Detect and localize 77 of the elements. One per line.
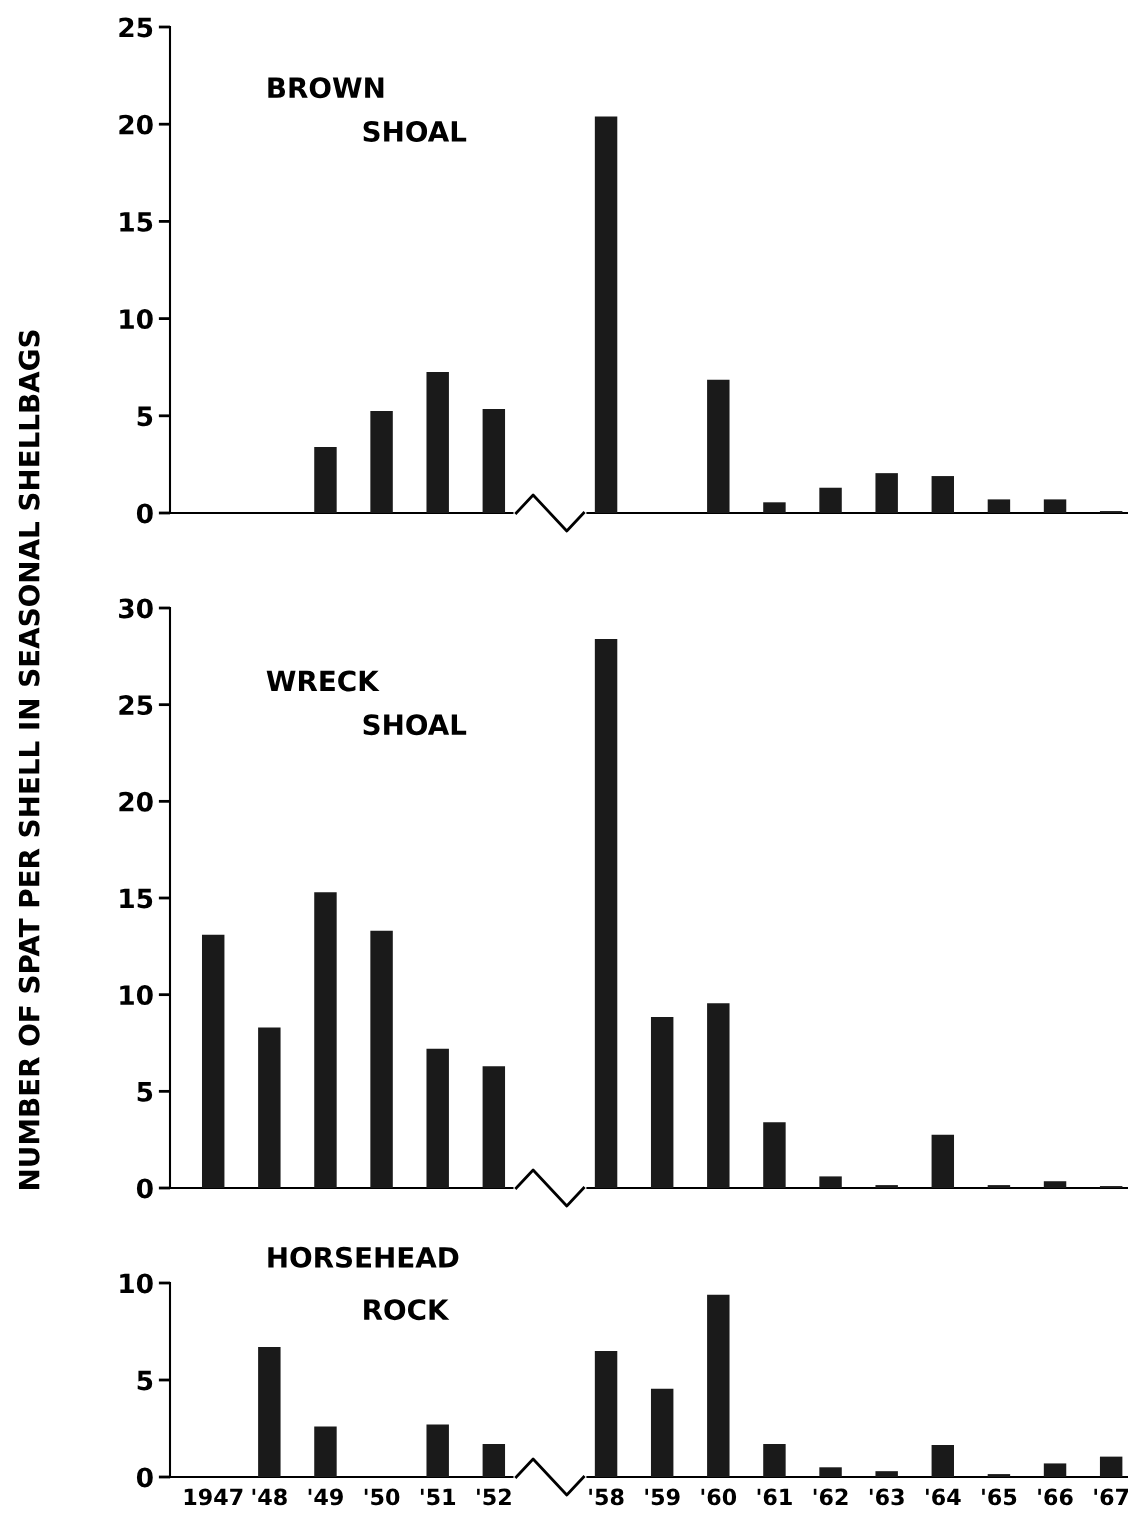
y-tick-label: 15 — [120, 888, 153, 909]
y-tick-label: 0 — [136, 1467, 153, 1488]
x-tick-label: '61 — [757, 1488, 792, 1506]
bar — [1043, 1181, 1067, 1188]
bar — [258, 1347, 281, 1477]
x-tick-label: '63 — [869, 1488, 904, 1506]
bar — [370, 410, 393, 513]
bar — [426, 1424, 449, 1477]
bar — [931, 1444, 955, 1477]
bar — [763, 1122, 786, 1188]
y-tick-label: 25 — [119, 17, 153, 38]
x-tick-label: '49 — [308, 1488, 343, 1506]
bar — [987, 499, 1011, 513]
y-tick-label: 10 — [120, 985, 153, 1006]
x-tick-label: '48 — [252, 1488, 287, 1506]
bar — [370, 930, 393, 1188]
y-tick-label: 10 — [120, 1273, 153, 1294]
bar — [426, 372, 449, 513]
bar — [201, 934, 225, 1188]
text: BROWN SHOAL — [268, 77, 467, 142]
chart-title: HORSEHEAD ROCK — [268, 1246, 459, 1321]
y-tick-label: 10 — [120, 309, 153, 329]
bar — [875, 473, 898, 513]
x-tick-label: '65 — [982, 1488, 1017, 1506]
x-tick-label: '58 — [589, 1488, 624, 1506]
x-tick-label: '50 — [364, 1488, 400, 1506]
bar — [314, 892, 337, 1188]
y-axis-title: NUMBER OF SPAT PER SHELL IN SEASONAL SHELLBAGS — [18, 330, 40, 1189]
y-tick-label: 20 — [119, 791, 153, 812]
bar — [482, 1444, 506, 1477]
bar — [931, 1134, 955, 1188]
text: WRECK SHOAL — [266, 670, 467, 736]
bar — [763, 502, 786, 513]
bar — [819, 1176, 842, 1188]
bar — [594, 116, 618, 513]
x-tick-label: '52 — [477, 1488, 511, 1506]
x-tick-label: '62 — [813, 1488, 848, 1506]
x-tick-label: '60 — [701, 1488, 737, 1506]
bar — [875, 1471, 898, 1477]
bar — [707, 1294, 730, 1477]
bar — [1043, 1463, 1067, 1477]
bar — [314, 1426, 337, 1477]
y-tick-label: 30 — [119, 598, 153, 619]
bar — [482, 1066, 506, 1188]
y-tick-label: 5 — [137, 1370, 153, 1391]
y-tick-label: 15 — [120, 212, 153, 232]
y-tick-label: 0 — [136, 1178, 153, 1199]
bar — [987, 1474, 1011, 1477]
y-tick-label: 25 — [119, 695, 153, 716]
bar — [987, 1185, 1011, 1188]
x-tick-label: 1947 — [184, 1488, 243, 1506]
bar — [1099, 1456, 1123, 1477]
x-tick-label: '51 — [420, 1488, 456, 1506]
bar — [650, 1388, 674, 1477]
bar — [650, 1016, 674, 1188]
bar — [426, 1048, 449, 1188]
y-tick-label: 5 — [137, 406, 153, 427]
x-tick-label: '66 — [1038, 1488, 1073, 1506]
bar — [482, 409, 506, 513]
y-tick-label: 0 — [136, 503, 153, 524]
y-tick-label: 20 — [119, 114, 153, 135]
bar — [594, 638, 618, 1188]
bar — [1043, 499, 1067, 513]
bar — [594, 1350, 618, 1477]
bar — [931, 476, 955, 513]
x-tick-label: '67 — [1094, 1488, 1128, 1506]
x-tick-label: '64 — [926, 1488, 961, 1506]
y-tick-label: 5 — [137, 1082, 153, 1102]
x-tick-label: '59 — [645, 1488, 680, 1506]
bar — [763, 1444, 786, 1477]
bar — [314, 446, 337, 513]
bar — [258, 1027, 281, 1188]
bar — [707, 379, 730, 513]
bar — [875, 1185, 898, 1188]
bar — [707, 1003, 730, 1188]
bar — [819, 1467, 842, 1477]
bar — [819, 487, 842, 513]
